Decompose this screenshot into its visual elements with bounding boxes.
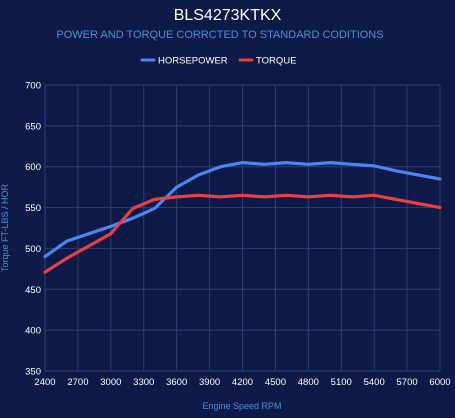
y-axis-ticks: 350 400 450 500 550 600 650 700 bbox=[25, 81, 41, 378]
y-tick-label: 600 bbox=[25, 162, 41, 173]
x-axis-ticks: 2400 2700 3000 3300 3600 3900 4200 4500 4800 5100… bbox=[34, 377, 450, 388]
y-tick-label: 550 bbox=[25, 203, 41, 214]
legend[interactable]: HORSEPOWER TORQUE bbox=[140, 56, 296, 67]
x-tick-label: 5100 bbox=[331, 377, 352, 388]
chart-subtitle: POWER AND TORQUE CORRCTED TO STANDARD CO… bbox=[56, 29, 383, 41]
x-tick-label: 3000 bbox=[100, 377, 121, 388]
x-tick-label: 3600 bbox=[166, 377, 187, 388]
x-axis-label: Engine Speed RPM bbox=[202, 401, 281, 411]
x-tick-label: 4800 bbox=[298, 377, 319, 388]
series-group bbox=[43, 161, 442, 274]
y-tick-label: 650 bbox=[25, 121, 41, 132]
legend-label-torque[interactable]: TORQUE bbox=[256, 56, 296, 67]
x-tick-label: 3900 bbox=[199, 377, 220, 388]
legend-label-horsepower[interactable]: HORSEPOWER bbox=[158, 56, 228, 67]
y-tick-label: 450 bbox=[25, 285, 41, 296]
x-tick-label: 2400 bbox=[34, 377, 55, 388]
x-tick-label: 4500 bbox=[265, 377, 286, 388]
y-tick-label: 350 bbox=[25, 367, 41, 378]
y-axis-label: Torque FT-LBS / HOR bbox=[0, 183, 10, 272]
x-tick-label: 3300 bbox=[133, 377, 154, 388]
y-tick-label: 700 bbox=[25, 81, 41, 92]
x-tick-label: 2700 bbox=[67, 377, 88, 388]
y-tick-label: 500 bbox=[25, 244, 41, 255]
x-tick-label: 5700 bbox=[397, 377, 418, 388]
chart-title: BLS4273KTKX bbox=[174, 7, 282, 24]
y-tick-label: 400 bbox=[25, 326, 41, 337]
series-line-torque bbox=[43, 193, 442, 274]
x-tick-label: 5400 bbox=[364, 377, 385, 388]
x-tick-label: 6000 bbox=[429, 377, 450, 388]
series-line-horsepower bbox=[43, 161, 442, 259]
x-tick-label: 4200 bbox=[232, 377, 253, 388]
